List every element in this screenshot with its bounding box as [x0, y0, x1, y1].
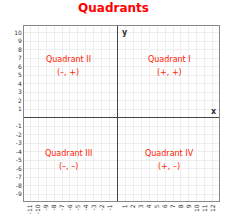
- svg-text:3: 3: [137, 204, 144, 208]
- svg-text:x: x: [211, 107, 217, 116]
- svg-text:-7: -7: [58, 204, 65, 210]
- svg-text:4: 4: [18, 80, 22, 87]
- svg-text:(–, –): (–, –): [59, 162, 78, 171]
- svg-text:10: 10: [193, 204, 200, 212]
- svg-text:-11: -11: [26, 204, 33, 214]
- svg-text:Quadrant I: Quadrant I: [148, 55, 191, 64]
- svg-text:Quadrant II: Quadrant II: [46, 55, 91, 64]
- svg-text:-4: -4: [16, 148, 22, 155]
- svg-text:12: 12: [209, 204, 216, 212]
- svg-text:5: 5: [153, 204, 160, 208]
- svg-text:1: 1: [121, 204, 128, 208]
- svg-text:-8: -8: [16, 182, 22, 189]
- svg-text:Quadrants: Quadrants: [78, 1, 149, 15]
- svg-text:y: y: [122, 28, 128, 37]
- svg-text:-1: -1: [16, 122, 22, 129]
- svg-text:1: 1: [18, 105, 22, 112]
- svg-text:-6: -6: [16, 165, 22, 172]
- svg-text:-2: -2: [16, 131, 22, 138]
- svg-text:2: 2: [18, 97, 22, 104]
- svg-text:11: 11: [201, 204, 208, 212]
- svg-text:3: 3: [18, 88, 22, 95]
- svg-text:-3: -3: [16, 139, 22, 146]
- svg-text:-3: -3: [90, 204, 97, 210]
- svg-text:Quadrant IV: Quadrant IV: [145, 149, 194, 158]
- svg-text:8: 8: [18, 46, 22, 53]
- svg-text:(+, +): (+, +): [157, 68, 182, 77]
- svg-text:7: 7: [18, 54, 22, 61]
- svg-text:7: 7: [169, 204, 176, 208]
- svg-text:9: 9: [185, 204, 192, 208]
- svg-text:-2: -2: [98, 204, 105, 210]
- svg-text:6: 6: [161, 204, 168, 208]
- svg-text:(+, –): (+, –): [158, 162, 180, 171]
- svg-text:(–, +): (–, +): [57, 68, 79, 77]
- svg-text:8: 8: [177, 204, 184, 208]
- svg-text:2: 2: [129, 204, 136, 208]
- svg-text:-5: -5: [74, 204, 81, 210]
- svg-text:9: 9: [18, 37, 22, 44]
- svg-text:-5: -5: [16, 156, 22, 163]
- svg-text:-8: -8: [50, 204, 57, 210]
- svg-text:10: 10: [14, 29, 22, 36]
- svg-text:Quadrant III: Quadrant III: [45, 149, 92, 158]
- svg-text:-10: -10: [34, 204, 41, 214]
- svg-text:-1: -1: [106, 204, 113, 210]
- svg-text:4: 4: [145, 204, 152, 208]
- svg-text:-4: -4: [82, 204, 89, 210]
- svg-text:-9: -9: [42, 204, 49, 210]
- svg-text:-7: -7: [16, 173, 22, 180]
- svg-text:-9: -9: [16, 190, 22, 197]
- svg-text:6: 6: [18, 63, 22, 70]
- svg-text:5: 5: [18, 71, 22, 78]
- svg-text:-6: -6: [66, 204, 73, 210]
